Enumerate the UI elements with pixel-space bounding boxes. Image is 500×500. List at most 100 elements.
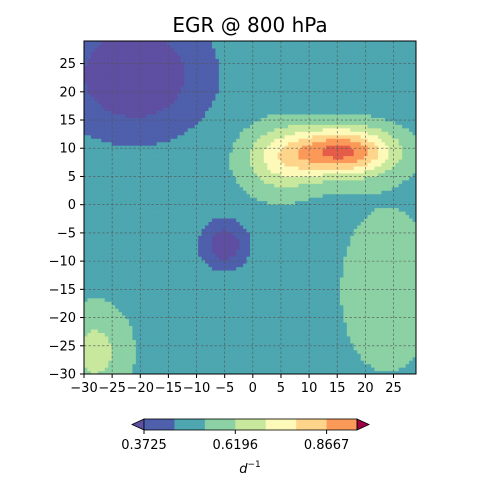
contour-cell (209, 208, 213, 212)
contour-cell (350, 239, 354, 243)
contour-cell (181, 332, 185, 336)
contour-cell (361, 291, 365, 295)
contour-cell (146, 305, 150, 309)
contour-cell (295, 357, 299, 361)
contour-cell (354, 208, 358, 212)
contour-cell (233, 322, 237, 326)
contour-cell (233, 277, 237, 281)
contour-cell (143, 319, 147, 323)
contour-cell (368, 280, 372, 284)
contour-cell (340, 350, 344, 354)
contour-cell (409, 239, 413, 243)
contour-cell (191, 298, 195, 302)
contour-cell (146, 298, 150, 302)
contour-cell (164, 277, 168, 281)
contour-cell (388, 263, 392, 267)
contour-cell (253, 301, 257, 305)
contour-cell (298, 208, 302, 212)
contour-cell (150, 214, 154, 218)
contour-cell (108, 315, 112, 319)
contour-cell (274, 353, 278, 357)
contour-cell (312, 197, 316, 201)
contour-cell (361, 211, 365, 215)
contour-cell (357, 263, 361, 267)
contour-cell (333, 228, 337, 232)
contour-cell (129, 246, 133, 250)
contour-cell (119, 246, 123, 250)
contour-cell (267, 228, 271, 232)
contour-cell (354, 239, 358, 243)
contour-cell (98, 225, 102, 229)
contour-cell (305, 343, 309, 347)
contour-cell (271, 367, 275, 371)
contour-cell (357, 228, 361, 232)
contour-cell (375, 211, 379, 215)
contour-cell (212, 235, 216, 239)
contour-cell (98, 319, 102, 323)
contour-cell (399, 211, 403, 215)
contour-cell (164, 218, 168, 222)
contour-cell (150, 339, 154, 343)
contour-cell (316, 308, 320, 312)
contour-cell (164, 312, 168, 316)
contour-cell (309, 298, 313, 302)
contour-cell (174, 357, 178, 361)
contour-cell (205, 329, 209, 333)
contour-cell (326, 197, 330, 201)
contour-cell (132, 225, 136, 229)
contour-cell (153, 235, 157, 239)
contour-cell (319, 260, 323, 264)
contour-cell (215, 291, 219, 295)
contour-cell (305, 197, 309, 201)
contour-cell (378, 260, 382, 264)
contour-cell (330, 225, 334, 229)
contour-cell (295, 228, 299, 232)
contour-cell (250, 235, 254, 239)
contour-cell (91, 190, 95, 194)
contour-cell (271, 284, 275, 288)
contour-cell (295, 260, 299, 264)
contour-cell (316, 194, 320, 198)
contour-cell (126, 353, 130, 357)
contour-cell (226, 246, 230, 250)
contour-cell (160, 346, 164, 350)
contour-cell (330, 197, 334, 201)
contour-cell (105, 263, 109, 267)
contour-cell (285, 339, 289, 343)
contour-cell (347, 305, 351, 309)
contour-cell (326, 336, 330, 340)
contour-cell (143, 312, 147, 316)
contour-cell (319, 208, 323, 212)
contour-cell (285, 280, 289, 284)
contour-cell (371, 242, 375, 246)
contour-cell (122, 246, 126, 250)
contour-cell (347, 225, 351, 229)
contour-cell (309, 270, 313, 274)
contour-cell (101, 329, 105, 333)
contour-cell (98, 312, 102, 316)
contour-cell (167, 312, 171, 316)
contour-cell (309, 364, 313, 368)
contour-cell (333, 253, 337, 257)
contour-cell (212, 325, 216, 329)
contour-cell (209, 221, 213, 225)
contour-cell (226, 339, 230, 343)
contour-cell (101, 194, 105, 198)
contour-cell (378, 266, 382, 270)
contour-cell (402, 260, 406, 264)
contour-cell (91, 208, 95, 212)
contour-cell (399, 319, 403, 323)
contour-cell (205, 332, 209, 336)
contour-cell (354, 367, 358, 371)
contour-cell (153, 201, 157, 205)
contour-cell (174, 197, 178, 201)
contour-cell (402, 232, 406, 236)
contour-cell (333, 197, 337, 201)
contour-cell (309, 367, 313, 371)
contour-cell (292, 291, 296, 295)
contour-cell (108, 284, 112, 288)
contour-cell (184, 305, 188, 309)
contour-cell (146, 339, 150, 343)
contour-cell (139, 301, 143, 305)
contour-cell (319, 214, 323, 218)
